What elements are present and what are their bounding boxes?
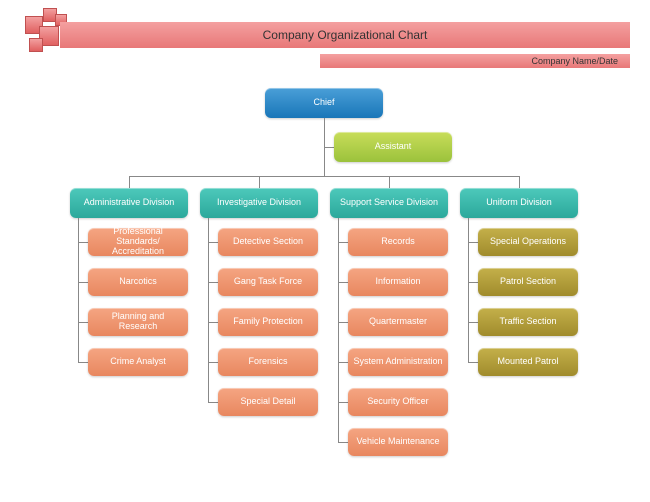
connector (78, 242, 88, 243)
subtitle-bar: Company Name/Date (320, 54, 630, 68)
node-leaf: Special Operations (478, 228, 578, 256)
node-leaf: Narcotics (88, 268, 188, 296)
node-leaf: Planning and Research (88, 308, 188, 336)
connector (468, 322, 478, 323)
node-leaf: Gang Task Force (218, 268, 318, 296)
node-leaf: Vehicle Maintenance (348, 428, 448, 456)
connector (338, 362, 348, 363)
page-subtitle: Company Name/Date (531, 56, 618, 66)
connector (259, 176, 260, 188)
org-chart: Chief Assistant Administrative Division Pro… (0, 88, 650, 502)
node-division: Uniform Division (460, 188, 578, 218)
node-leaf: Family Protection (218, 308, 318, 336)
node-leaf: Detective Section (218, 228, 318, 256)
connector (338, 282, 348, 283)
connector (129, 176, 130, 188)
node-leaf: Patrol Section (478, 268, 578, 296)
node-leaf: Security Officer (348, 388, 448, 416)
connector (324, 118, 325, 176)
connector (468, 282, 478, 283)
node-division: Investigative Division (200, 188, 318, 218)
connector (208, 242, 218, 243)
connector (468, 242, 478, 243)
node-leaf: Traffic Section (478, 308, 578, 336)
connector (208, 362, 218, 363)
node-leaf: Special Detail (218, 388, 318, 416)
connector (338, 442, 348, 443)
connector (208, 322, 218, 323)
connector (468, 362, 478, 363)
connector (78, 362, 88, 363)
connector (389, 176, 390, 188)
connector (78, 282, 88, 283)
node-division: Administrative Division (70, 188, 188, 218)
node-leaf: Professional Standards/ Accreditation (88, 228, 188, 256)
page-title: Company Organizational Chart (263, 28, 428, 42)
node-leaf: Quartermaster (348, 308, 448, 336)
connector (338, 218, 339, 442)
connector (129, 176, 519, 177)
node-division: Support Service Division (330, 188, 448, 218)
connector (324, 147, 334, 148)
connector (208, 282, 218, 283)
node-leaf: Crime Analyst (88, 348, 188, 376)
node-leaf: Records (348, 228, 448, 256)
connector (519, 176, 520, 188)
connector (338, 322, 348, 323)
connector (78, 322, 88, 323)
connector (208, 218, 209, 402)
node-assistant: Assistant (334, 132, 452, 162)
connector (338, 402, 348, 403)
node-leaf: System Administration (348, 348, 448, 376)
connector (338, 242, 348, 243)
title-bar: Company Organizational Chart (60, 22, 630, 48)
connector (78, 218, 79, 362)
node-leaf: Forensics (218, 348, 318, 376)
connector (468, 218, 469, 362)
connector (208, 402, 218, 403)
node-chief: Chief (265, 88, 383, 118)
node-leaf: Information (348, 268, 448, 296)
node-leaf: Mounted Patrol (478, 348, 578, 376)
